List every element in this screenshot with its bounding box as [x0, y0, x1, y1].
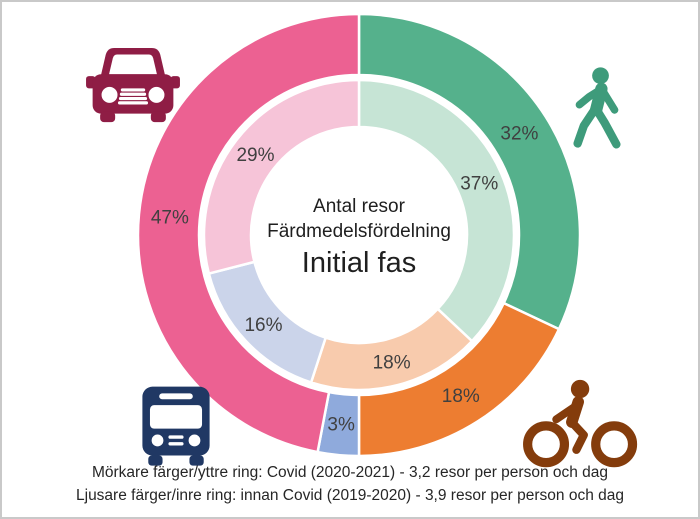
label-outer-bus: 3% — [327, 415, 355, 436]
chart-title-line3: Initial fas — [301, 247, 417, 279]
pedestrian-icon — [573, 67, 621, 149]
bike-front-wheel — [523, 421, 570, 468]
segment-inner-walk — [357, 78, 516, 343]
chart-center-title: Antal resor Färdmedelsfördelning Initial… — [267, 194, 451, 282]
segment-outer-walk — [357, 12, 582, 331]
label-outer-bike: 18% — [442, 386, 480, 407]
car-icon — [86, 47, 180, 123]
footnote-inner-ring: Ljusare färger/inre ring: innan Covid (2… — [76, 487, 624, 504]
car-headlight-right — [148, 86, 165, 103]
chart-title-line2: Färdmedelsfördelning — [267, 221, 451, 242]
bus-light-right — [188, 434, 201, 447]
segment-inner-car — [202, 78, 361, 275]
bike-rear-wheel — [591, 421, 638, 468]
bus-windshield — [149, 405, 203, 429]
label-inner-bike: 18% — [373, 352, 411, 373]
legend-footnote: Mörkare färger/yttre ring: Covid (2020-2… — [2, 461, 698, 507]
chart-title-line1: Antal resor — [313, 196, 405, 217]
segment-outer-car — [136, 12, 361, 454]
label-inner-bus: 16% — [244, 315, 282, 336]
footnote-outer-ring: Mörkare färger/yttre ring: Covid (2020-2… — [91, 464, 609, 481]
label-inner-car: 29% — [236, 145, 274, 166]
label-outer-walk: 32% — [500, 124, 538, 145]
bus-light-left — [151, 434, 164, 447]
car-headlight-left — [101, 86, 118, 103]
bus-icon — [142, 386, 210, 466]
cyclist-icon — [523, 379, 638, 468]
label-inner-walk: 37% — [460, 173, 498, 194]
label-outer-car: 47% — [151, 208, 189, 229]
